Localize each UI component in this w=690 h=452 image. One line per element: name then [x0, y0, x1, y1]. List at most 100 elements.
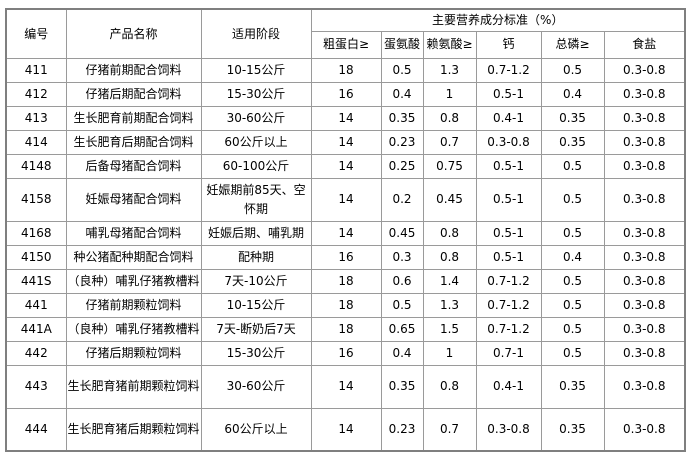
cell-methionine: 0.45 [380, 220, 424, 246]
header-methionine: 蛋氨酸 [380, 30, 424, 59]
cell-crude-protein: 16 [310, 81, 382, 107]
table-row: 444 生长肥育猪后期颗粒饲料 60公斤以上 14 0.23 0.7 0.3-0.8 0.35… [5, 407, 686, 452]
cell-salt: 0.3-0.8 [603, 407, 686, 452]
table-row: 414 生长肥育后期配合饲料 60公斤以上 14 0.23 0.7 0.3-0.8 0.35 0… [5, 129, 686, 155]
cell-stage: 妊娠期前85天、空怀期 [200, 177, 312, 222]
header-crude-protein: 粗蛋白≥ [310, 30, 382, 59]
cell-crude-protein: 14 [310, 220, 382, 246]
cell-product: 哺乳母猪配合饲料 [65, 220, 202, 246]
table-row: 4158 妊娠母猪配合饲料 妊娠期前85天、空怀期 14 0.2 0.45 0.5-1 0.5… [5, 177, 686, 222]
header-row-group: 编号 产品名称 适用阶段 主要营养成分标准（%） [5, 8, 686, 59]
cell-calcium: 0.7-1.2 [475, 268, 542, 294]
cell-calcium: 0.4-1 [475, 364, 542, 409]
cell-total-phosphorus: 0.35 [540, 407, 605, 452]
cell-lysine: 0.45 [422, 177, 477, 222]
cell-salt: 0.3-0.8 [603, 340, 686, 366]
cell-stage: 60公斤以上 [200, 407, 312, 452]
cell-calcium: 0.5-1 [475, 153, 542, 179]
cell-total-phosphorus: 0.35 [540, 129, 605, 155]
cell-calcium: 0.7-1.2 [475, 316, 542, 342]
cell-stage: 7天-10公斤 [200, 268, 312, 294]
cell-crude-protein: 14 [310, 129, 382, 155]
table-row: 413 生长肥育前期配合饲料 30-60公斤 14 0.35 0.8 0.4-1 0.35 0.… [5, 105, 686, 131]
cell-salt: 0.3-0.8 [603, 177, 686, 222]
cell-total-phosphorus: 0.5 [540, 153, 605, 179]
table-row: 411 仔猪前期配合饲料 10-15公斤 18 0.5 1.3 0.7-1.2 0.5 0.3-… [5, 57, 686, 83]
cell-salt: 0.3-0.8 [603, 244, 686, 270]
cell-salt: 0.3-0.8 [603, 153, 686, 179]
cell-crude-protein: 16 [310, 340, 382, 366]
header-calcium: 钙 [475, 30, 542, 59]
cell-total-phosphorus: 0.35 [540, 105, 605, 131]
cell-stage: 10-15公斤 [200, 292, 312, 318]
cell-crude-protein: 18 [310, 57, 382, 83]
header-salt: 食盐 [603, 30, 686, 59]
cell-salt: 0.3-0.8 [603, 81, 686, 107]
table-row: 442 仔猪后期颗粒饲料 15-30公斤 16 0.4 1 0.7-1 0.5 0.3-0.8 [5, 340, 686, 366]
cell-number: 4168 [5, 220, 67, 246]
cell-methionine: 0.65 [380, 316, 424, 342]
header-stage: 适用阶段 [200, 8, 312, 59]
cell-calcium: 0.5-1 [475, 81, 542, 107]
cell-crude-protein: 14 [310, 407, 382, 452]
cell-stage: 15-30公斤 [200, 340, 312, 366]
cell-lysine: 1.4 [422, 268, 477, 294]
cell-stage: 60-100公斤 [200, 153, 312, 179]
cell-salt: 0.3-0.8 [603, 292, 686, 318]
cell-calcium: 0.4-1 [475, 105, 542, 131]
cell-methionine: 0.5 [380, 57, 424, 83]
header-number: 编号 [5, 8, 67, 59]
cell-number: 441A [5, 316, 67, 342]
table-row: 4168 哺乳母猪配合饲料 妊娠后期、哺乳期 14 0.45 0.8 0.5-1 0.5 0.3… [5, 220, 686, 246]
cell-lysine: 1.5 [422, 316, 477, 342]
cell-lysine: 1.3 [422, 292, 477, 318]
cell-calcium: 0.5-1 [475, 177, 542, 222]
cell-product: 生长肥育前期配合饲料 [65, 105, 202, 131]
cell-total-phosphorus: 0.5 [540, 316, 605, 342]
cell-salt: 0.3-0.8 [603, 268, 686, 294]
cell-number: 413 [5, 105, 67, 131]
cell-stage: 7天-断奶后7天 [200, 316, 312, 342]
table-row: 443 生长肥育猪前期颗粒饲料 30-60公斤 14 0.35 0.8 0.4-1 0.35 0… [5, 364, 686, 409]
cell-lysine: 0.8 [422, 105, 477, 131]
table-row: 4148 后备母猪配合饲料 60-100公斤 14 0.25 0.75 0.5-1 0.5 0.… [5, 153, 686, 179]
cell-methionine: 0.4 [380, 340, 424, 366]
cell-number: 4148 [5, 153, 67, 179]
cell-stage: 30-60公斤 [200, 105, 312, 131]
table-body: 411 仔猪前期配合饲料 10-15公斤 18 0.5 1.3 0.7-1.2 0.5 0.3-… [5, 57, 686, 452]
cell-salt: 0.3-0.8 [603, 220, 686, 246]
cell-calcium: 0.3-0.8 [475, 129, 542, 155]
cell-total-phosphorus: 0.5 [540, 292, 605, 318]
cell-product: 后备母猪配合饲料 [65, 153, 202, 179]
cell-number: 442 [5, 340, 67, 366]
cell-calcium: 0.7-1.2 [475, 57, 542, 83]
cell-lysine: 1 [422, 340, 477, 366]
header-product: 产品名称 [65, 8, 202, 59]
cell-salt: 0.3-0.8 [603, 364, 686, 409]
table-row: 441A （良种）哺乳仔猪教槽料 7天-断奶后7天 18 0.65 1.5 0.7-1.2 0… [5, 316, 686, 342]
cell-number: 443 [5, 364, 67, 409]
cell-methionine: 0.5 [380, 292, 424, 318]
cell-calcium: 0.5-1 [475, 220, 542, 246]
cell-stage: 配种期 [200, 244, 312, 270]
header-lysine: 赖氨酸≥ [422, 30, 477, 59]
cell-stage: 10-15公斤 [200, 57, 312, 83]
cell-lysine: 1 [422, 81, 477, 107]
cell-crude-protein: 18 [310, 268, 382, 294]
table-header: 编号 产品名称 适用阶段 主要营养成分标准（%） 粗蛋白≥ 蛋氨酸 赖氨酸≥ 钙… [5, 8, 686, 59]
cell-stage: 15-30公斤 [200, 81, 312, 107]
cell-number: 4150 [5, 244, 67, 270]
cell-lysine: 0.8 [422, 244, 477, 270]
table-row: 441S （良种）哺乳仔猪教槽料 7天-10公斤 18 0.6 1.4 0.7-1.2 0.5… [5, 268, 686, 294]
cell-methionine: 0.35 [380, 105, 424, 131]
cell-crude-protein: 14 [310, 105, 382, 131]
cell-methionine: 0.25 [380, 153, 424, 179]
cell-total-phosphorus: 0.35 [540, 364, 605, 409]
cell-number: 414 [5, 129, 67, 155]
cell-lysine: 0.7 [422, 407, 477, 452]
cell-methionine: 0.2 [380, 177, 424, 222]
cell-calcium: 0.7-1.2 [475, 292, 542, 318]
cell-lysine: 0.7 [422, 129, 477, 155]
cell-number: 441S [5, 268, 67, 294]
cell-product: 仔猪后期颗粒饲料 [65, 340, 202, 366]
